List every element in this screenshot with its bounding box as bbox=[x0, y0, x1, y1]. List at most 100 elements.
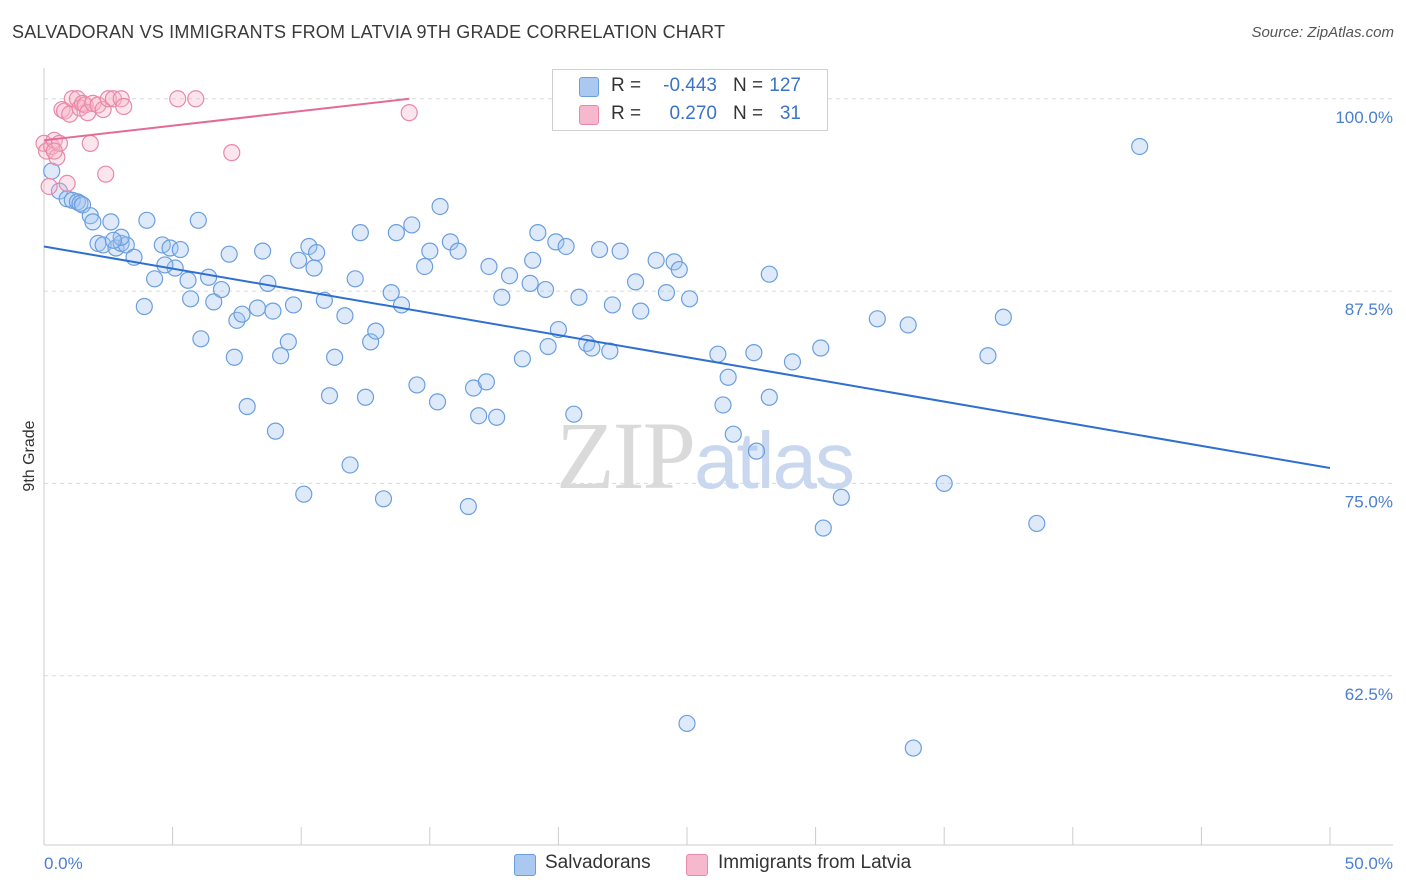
point-salvadorans bbox=[488, 408, 506, 426]
point-salvadorans bbox=[1028, 514, 1046, 533]
point-salvadorans bbox=[387, 224, 405, 242]
point-salvadorans bbox=[326, 348, 344, 366]
gridlines bbox=[44, 98, 1393, 677]
legend-n-value: 127 bbox=[769, 75, 801, 96]
legend-swatch-salvadorans bbox=[579, 77, 599, 97]
point-salvadorans bbox=[416, 257, 434, 276]
point-salvadorans bbox=[979, 347, 997, 365]
legend-r-label: R = bbox=[611, 103, 642, 124]
point-salvadorans bbox=[611, 242, 629, 260]
point-salvadorans bbox=[760, 388, 778, 406]
point-salvadorans bbox=[362, 333, 380, 351]
point-salvadorans bbox=[367, 322, 385, 340]
point-salvadorans bbox=[284, 296, 303, 314]
point-salvadorans bbox=[480, 257, 498, 276]
y-tick-label: 87.5% bbox=[1345, 300, 1393, 319]
point-salvadorans bbox=[724, 425, 742, 443]
point-salvadorans bbox=[308, 244, 326, 262]
point-salvadorans bbox=[295, 485, 313, 503]
point-salvadorans bbox=[102, 213, 120, 231]
point-latvia bbox=[40, 177, 58, 196]
point-salvadorans bbox=[254, 242, 272, 260]
point-salvadorans bbox=[603, 296, 622, 314]
point-latvia bbox=[97, 165, 115, 183]
point-salvadorans bbox=[547, 233, 565, 251]
legend-row-salvadorans: R = -0.443 N = 127 bbox=[553, 72, 827, 100]
point-latvia bbox=[81, 134, 99, 152]
point-salvadorans bbox=[647, 251, 665, 269]
point-salvadorans bbox=[182, 290, 200, 308]
point-salvadorans bbox=[266, 422, 285, 440]
legend-n-label: N = bbox=[733, 75, 764, 96]
point-salvadorans bbox=[220, 245, 238, 263]
point-salvadorans bbox=[670, 260, 688, 279]
point-salvadorans bbox=[392, 296, 411, 314]
stats-legend: R = -0.443 N = 127 R = 0.270 N = 31 bbox=[552, 69, 828, 131]
legend-n-label: N = bbox=[733, 103, 764, 124]
point-salvadorans bbox=[212, 280, 231, 299]
point-salvadorans bbox=[493, 288, 511, 306]
point-latvia bbox=[223, 144, 241, 162]
point-latvia bbox=[45, 142, 63, 160]
point-salvadorans bbox=[428, 393, 447, 411]
point-salvadorans bbox=[346, 270, 364, 288]
point-salvadorans bbox=[783, 353, 802, 371]
point-salvadorans bbox=[832, 488, 850, 506]
point-salvadorans bbox=[233, 305, 251, 323]
point-salvadorans bbox=[521, 274, 539, 293]
legend-label-salvadorans: Salvadorans bbox=[545, 852, 651, 873]
point-salvadorans bbox=[449, 242, 467, 260]
point-salvadorans bbox=[135, 297, 153, 316]
chart-title: SALVADORAN VS IMMIGRANTS FROM LATVIA 9TH… bbox=[12, 22, 726, 42]
legend-swatch-latvia bbox=[579, 105, 599, 125]
point-salvadorans bbox=[524, 251, 542, 269]
legend-r-value: 0.270 bbox=[669, 103, 717, 124]
point-salvadorans bbox=[459, 497, 477, 516]
point-salvadorans bbox=[570, 288, 588, 306]
point-salvadorans bbox=[374, 490, 393, 508]
point-latvia bbox=[400, 104, 418, 122]
point-salvadorans bbox=[179, 271, 197, 289]
trend-line-salvadorans bbox=[43, 245, 1331, 470]
point-salvadorans bbox=[341, 456, 359, 474]
point-salvadorans bbox=[305, 259, 323, 277]
point-salvadorans bbox=[156, 256, 174, 274]
point-salvadorans bbox=[994, 308, 1012, 326]
point-salvadorans bbox=[529, 224, 547, 242]
y-axis-title: 9th Grade bbox=[21, 420, 38, 491]
point-salvadorans bbox=[351, 224, 369, 242]
point-salvadorans bbox=[470, 407, 488, 425]
point-salvadorans bbox=[590, 240, 609, 259]
trend-line-latvia bbox=[43, 97, 410, 142]
point-latvia bbox=[99, 90, 117, 108]
point-salvadorans bbox=[431, 197, 449, 216]
point-latvia bbox=[169, 90, 187, 108]
point-salvadorans bbox=[760, 265, 778, 283]
x-tick-label: 0.0% bbox=[44, 854, 83, 873]
point-latvia bbox=[187, 90, 205, 108]
point-salvadorans bbox=[477, 373, 495, 391]
point-salvadorans bbox=[225, 348, 243, 366]
point-salvadorans bbox=[714, 396, 732, 414]
point-salvadorans bbox=[84, 213, 102, 231]
point-salvadorans bbox=[680, 290, 699, 308]
legend-swatch-salvadorans bbox=[514, 854, 536, 876]
point-salvadorans bbox=[382, 284, 400, 302]
point-salvadorans bbox=[539, 337, 557, 356]
legend-r-label: R = bbox=[611, 75, 642, 96]
point-salvadorans bbox=[536, 280, 555, 299]
legend-r-value: -0.443 bbox=[663, 75, 717, 96]
point-salvadorans bbox=[719, 368, 737, 386]
axis-labels: 62.5% 75.0% 87.5% 100.0% 0.0% 50.0% 9th Grade bbox=[21, 108, 1393, 873]
legend-swatch-latvia bbox=[686, 854, 708, 876]
legend-label-latvia: Immigrants from Latvia bbox=[718, 852, 912, 873]
point-salvadorans bbox=[200, 268, 218, 286]
point-salvadorans bbox=[1131, 137, 1149, 156]
point-salvadorans bbox=[205, 293, 223, 311]
point-salvadorans bbox=[678, 714, 696, 733]
point-salvadorans bbox=[632, 302, 650, 320]
point-salvadorans bbox=[657, 284, 676, 302]
point-salvadorans bbox=[565, 405, 583, 423]
point-salvadorans bbox=[408, 376, 426, 394]
